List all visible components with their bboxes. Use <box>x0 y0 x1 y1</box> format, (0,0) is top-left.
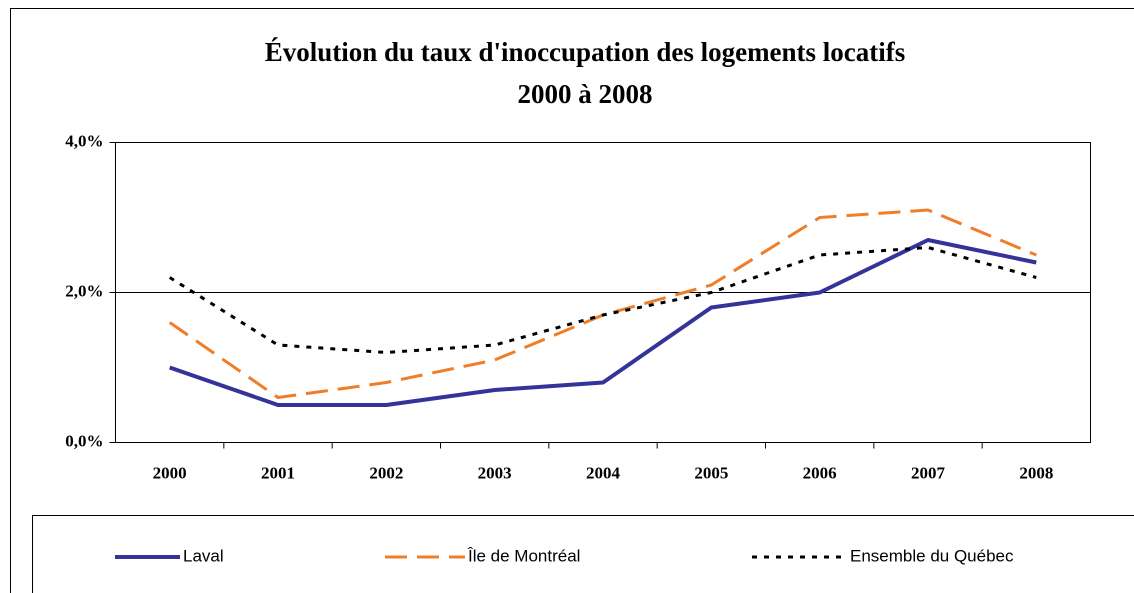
x-tick-label: 2003 <box>478 463 512 482</box>
x-tick-label: 2001 <box>261 463 295 482</box>
legend-label: Île de Montréal <box>467 546 580 565</box>
x-tick-label: 2004 <box>586 463 621 482</box>
x-tick-label: 2000 <box>153 463 187 482</box>
x-tick-label: 2008 <box>1019 463 1053 482</box>
x-tick-label: 2006 <box>803 463 837 482</box>
series-line <box>168 246 1037 354</box>
chart-title: Évolution du taux d'inoccupation des log… <box>265 37 906 67</box>
legend-label: Ensemble du Québec <box>850 546 1014 565</box>
x-tick-label: 2007 <box>911 463 946 482</box>
legend-label: Laval <box>183 546 224 565</box>
x-tick-label: 2002 <box>369 463 403 482</box>
legend-box <box>32 515 1134 593</box>
chart-title: 2000 à 2008 <box>518 79 653 109</box>
y-tick-label: 0,0% <box>65 431 103 450</box>
chart-frame <box>10 8 1134 593</box>
y-tick-label: 4,0% <box>65 131 103 150</box>
series-line <box>169 238 1037 407</box>
x-tick-label: 2005 <box>694 463 728 482</box>
y-tick-label: 2,0% <box>65 281 103 300</box>
